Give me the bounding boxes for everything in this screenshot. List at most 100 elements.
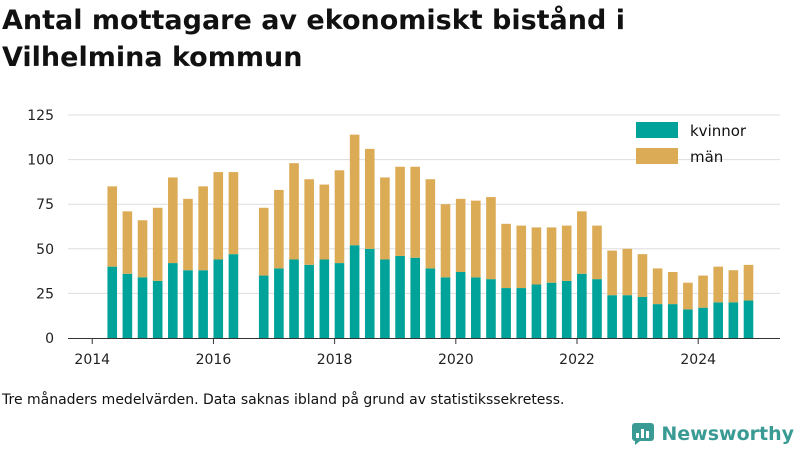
bar-kvinnor-6 xyxy=(198,270,208,338)
y-tick-label: 25 xyxy=(36,286,54,302)
bar-man-29 xyxy=(561,225,572,281)
bar-man-31 xyxy=(592,225,602,280)
bar-man-11 xyxy=(289,163,299,260)
bar-kvinnor-25 xyxy=(501,288,511,338)
bar-man-21 xyxy=(440,204,451,278)
bar-kvinnor-29 xyxy=(561,280,572,338)
bar-man-37 xyxy=(683,282,693,310)
bar-kvinnor-28 xyxy=(546,282,557,338)
bar-man-14 xyxy=(334,170,345,264)
bar-man-39 xyxy=(713,266,723,303)
bar-kvinnor-3 xyxy=(152,280,163,338)
bar-kvinnor-26 xyxy=(516,288,527,338)
y-tick-label: 75 xyxy=(36,197,54,213)
bar-man-28 xyxy=(546,227,557,283)
bar-kvinnor-1 xyxy=(122,273,133,338)
bar-man-35 xyxy=(652,268,663,305)
x-tick-label: 2014 xyxy=(74,352,110,368)
bar-kvinnor-22 xyxy=(455,271,466,338)
bar-man-24 xyxy=(486,197,496,280)
bar-kvinnor-24 xyxy=(486,279,496,338)
legend-label-kvinnor: kvinnor xyxy=(690,122,747,140)
bar-kvinnor-4 xyxy=(168,263,178,338)
bar-man-0 xyxy=(107,186,118,267)
bar-man-27 xyxy=(531,227,542,285)
bar-man-4 xyxy=(168,177,178,264)
bar-kvinnor-11 xyxy=(289,259,299,338)
bar-kvinnor-14 xyxy=(334,263,345,338)
bar-man-38 xyxy=(698,275,708,308)
bar-kvinnor-5 xyxy=(183,270,193,338)
bar-man-32 xyxy=(607,250,617,296)
y-tick-label: 0 xyxy=(45,331,54,347)
bar-man-26 xyxy=(516,225,527,289)
bar-man-25 xyxy=(501,223,511,289)
bar-kvinnor-34 xyxy=(637,296,648,338)
newsworthy-chart-logo-icon xyxy=(632,423,655,445)
bar-man-12 xyxy=(304,179,314,265)
bar-man-17 xyxy=(380,177,390,260)
bar-kvinnor-10 xyxy=(274,268,284,338)
bar-man-5 xyxy=(183,198,193,271)
bar-kvinnor-35 xyxy=(652,304,663,338)
bar-kvinnor-7 xyxy=(213,259,224,338)
bar-kvinnor-36 xyxy=(667,304,678,338)
bar-kvinnor-2 xyxy=(137,277,148,338)
bar-kvinnor-40 xyxy=(728,302,739,338)
x-tick-label: 2024 xyxy=(680,352,716,368)
bar-man-16 xyxy=(364,148,375,249)
bar-kvinnor-16 xyxy=(364,248,375,338)
bar-kvinnor-31 xyxy=(592,279,602,338)
bar-kvinnor-37 xyxy=(683,309,693,338)
bar-kvinnor-38 xyxy=(698,307,708,338)
bar-kvinnor-8 xyxy=(228,254,239,338)
bar-kvinnor-41 xyxy=(743,300,754,338)
bar-man-15 xyxy=(349,134,360,246)
bar-man-8 xyxy=(228,172,239,255)
bar-man-7 xyxy=(213,172,224,260)
legend-swatch-man xyxy=(636,148,678,164)
brand[interactable]: Newsworthy xyxy=(631,420,794,448)
bar-kvinnor-32 xyxy=(607,295,617,338)
bar-kvinnor-13 xyxy=(319,259,330,338)
bar-kvinnor-39 xyxy=(713,302,723,338)
y-tick-label: 100 xyxy=(27,153,54,169)
bar-kvinnor-33 xyxy=(622,295,633,338)
bar-man-20 xyxy=(425,179,436,269)
bar-man-6 xyxy=(198,186,208,271)
bar-man-40 xyxy=(728,270,739,303)
bar-kvinnor-9 xyxy=(258,275,269,338)
bar-man-2 xyxy=(137,220,148,278)
bar-man-9 xyxy=(258,207,269,276)
bar-man-33 xyxy=(622,248,633,296)
bar-kvinnor-15 xyxy=(349,245,360,338)
bar-kvinnor-19 xyxy=(410,257,421,338)
footnote: Tre månaders medelvärden. Data saknas ib… xyxy=(2,392,565,408)
bar-kvinnor-23 xyxy=(471,277,481,338)
bar-man-10 xyxy=(274,189,284,269)
bar-man-13 xyxy=(319,184,330,260)
x-tick-label: 2016 xyxy=(196,352,232,368)
bar-man-41 xyxy=(743,264,754,301)
bar-man-18 xyxy=(395,166,405,256)
bar-man-3 xyxy=(152,207,163,281)
bar-kvinnor-21 xyxy=(440,277,451,338)
bar-kvinnor-18 xyxy=(395,255,405,338)
chart-title: Antal mottagare av ekonomiskt bistånd i … xyxy=(2,5,625,73)
x-tick-label: 2018 xyxy=(317,352,353,368)
brand-name: Newsworthy xyxy=(661,423,794,445)
x-tick-label: 2022 xyxy=(559,352,595,368)
bar-kvinnor-27 xyxy=(531,284,542,338)
x-tick-label: 2020 xyxy=(438,352,474,368)
bar-kvinnor-0 xyxy=(107,266,118,338)
y-tick-label: 50 xyxy=(36,242,54,258)
legend-swatch-kvinnor xyxy=(636,122,678,138)
bar-kvinnor-30 xyxy=(577,273,587,338)
bar-man-30 xyxy=(577,211,587,274)
bar-man-1 xyxy=(122,211,133,274)
bar-man-22 xyxy=(455,198,466,272)
bar-kvinnor-17 xyxy=(380,259,390,338)
legend: kvinnor män xyxy=(636,122,747,166)
bar-kvinnor-20 xyxy=(425,268,436,338)
